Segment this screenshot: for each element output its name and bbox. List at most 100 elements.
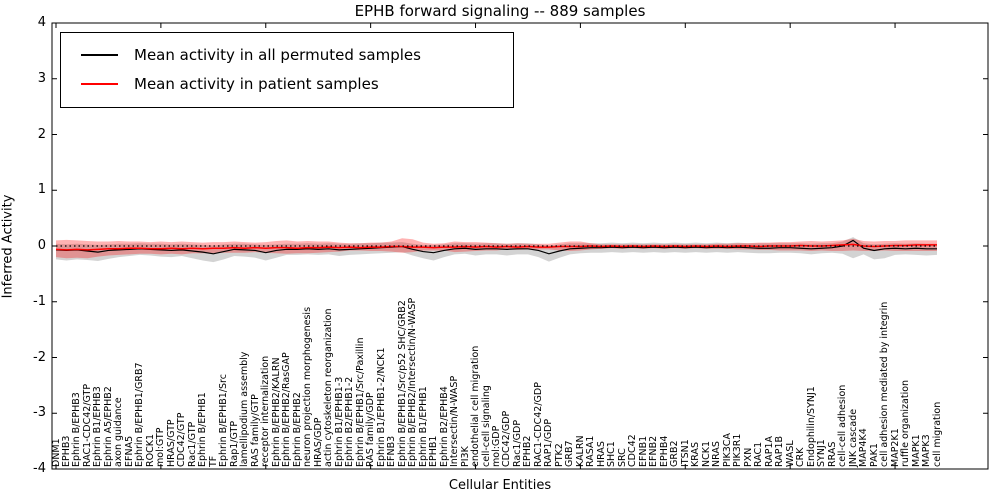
x-category-label: KRAS	[690, 442, 702, 467]
x-category-label: cell adhesion mediated by integrin	[879, 301, 891, 467]
y-tick-label: 4	[37, 15, 46, 30]
mean-line	[55, 239, 937, 255]
y-tick-label: 0	[37, 238, 46, 253]
x-category-label: Ephrin B/EPHB1/Src/p52 SHC/GRB2	[396, 300, 408, 467]
x-category-label: CRK	[795, 447, 807, 467]
x-category-label: lamellipodium assembly	[239, 351, 251, 467]
x-category-label: MAP2K1	[889, 428, 901, 467]
x-category-label: RAC1-CDC42/GDP	[532, 382, 544, 467]
y-tick-label: -4	[33, 461, 46, 476]
patient-line-sample	[81, 82, 118, 85]
x-category-label: CDC42	[627, 434, 639, 467]
x-category-label: ROCK1	[144, 434, 156, 467]
x-category-label: RAS family/GTP	[249, 394, 261, 467]
x-category-label: Intersectin/N-WASP	[449, 375, 461, 467]
x-category-label: cell-cell adhesion	[837, 384, 849, 467]
x-category-label: RAP1A	[763, 436, 775, 467]
x-category-label: ruffle organization	[900, 379, 912, 467]
x-category-label: RAS family/GDP	[365, 392, 377, 467]
y-tick-label: -2	[33, 349, 46, 365]
x-category-label: Ephrin B/EPHB2/RasGAP	[281, 352, 293, 467]
x-category-label: EPHB2	[522, 435, 534, 467]
x-category-label: WASL	[784, 440, 796, 467]
legend-item-permuted: Mean activity in all permuted samples	[61, 40, 513, 69]
x-category-label: neuron projection morphogenesis	[302, 306, 314, 467]
x-category-label: HRAS	[595, 441, 607, 467]
y-tick-label: 3	[37, 70, 46, 86]
x-category-label: Ephrin B/EPHB2/Intersectin/N-WASP	[407, 297, 419, 467]
x-category-label: MAP4K4	[858, 428, 870, 467]
x-category-label: TF	[207, 455, 219, 467]
x-category-label: EFNB1	[637, 435, 649, 467]
x-category-label: Ephrin B1/EPHB1-2/NCK1	[375, 347, 387, 467]
x-category-label: Ephrin B2/EPHB1-2	[344, 376, 356, 467]
x-category-label: RAP1B	[774, 435, 786, 467]
x-category-label: Rac1/GTP	[186, 421, 198, 467]
x-category-label: Ephrin B/EPHB1/Src/Paxillin	[354, 337, 366, 467]
band	[56, 237, 937, 263]
y-tick-label: -3	[33, 405, 46, 421]
permuted-line-sample	[81, 53, 118, 56]
x-category-label: Ephrin B1/EPHB1-3	[333, 376, 345, 467]
x-category-label: PIK3R1	[732, 433, 744, 467]
x-category-label: SRC	[616, 448, 628, 467]
x-category-label: mol:GDP	[491, 425, 502, 467]
x-category-label: CDC42/GTP	[176, 412, 188, 467]
x-category-label: PIK3CA	[721, 433, 733, 467]
x-category-label: Ephrin B/EPHB1/Src	[218, 374, 230, 467]
legend-box: Mean activity in all permuted samples Me…	[60, 32, 514, 108]
legend-item-patient: Mean activity in patient samples	[61, 69, 513, 98]
chart-title: EPHB forward signaling -- 889 samples	[354, 2, 646, 20]
x-category-label: Ephrin B/EPHB1	[197, 392, 209, 467]
y-tick-label: 2	[37, 126, 46, 142]
x-category-label: cell-cell signaling	[480, 385, 492, 467]
x-category-label: actin cytoskeleton reorganization	[323, 308, 335, 467]
x-category-label: EPHB1	[428, 435, 440, 467]
x-category-label: NCK1	[700, 440, 712, 467]
x-category-label: Ephrin B/EPHB1/GRB7	[134, 362, 146, 467]
x-category-label: mol:GTP	[155, 427, 167, 467]
x-category-label: PI3K	[459, 446, 471, 467]
x-category-label: DNM1	[50, 438, 62, 467]
x-category-label: Ephrin B/EPHB3	[71, 392, 83, 467]
x-category-label: endothelial cell migration	[470, 345, 482, 467]
y-tick-label: -1	[33, 293, 46, 309]
x-category-label: RAP1/GDP	[543, 418, 555, 467]
x-category-label: Ephrin B/EPHB2/KALRN	[270, 357, 282, 467]
x-category-label: PXN	[742, 447, 754, 467]
x-category-label: Rac1/GDP	[511, 419, 523, 467]
x-category-label: EFNB2	[648, 435, 660, 467]
x-category-label: Ephrin B1/EPHB3	[92, 386, 104, 467]
x-category-label: RAC1	[753, 441, 765, 467]
x-category-label: SHC1	[606, 441, 618, 467]
x-category-label: EFNA5	[123, 435, 135, 467]
x-category-label: Ephrin B2/EPHB4	[438, 386, 450, 467]
x-category-label: receptor internalization	[260, 355, 272, 467]
x-category-label: RASA1	[585, 435, 597, 467]
y-tick-label: 1	[37, 182, 46, 198]
x-category-label: axon guidance	[113, 397, 125, 467]
x-axis-label: Cellular Entities	[448, 478, 552, 493]
x-category-label: MAPK1	[910, 434, 922, 467]
x-category-label: PTK2	[553, 443, 565, 467]
x-category-label: MAPK3	[921, 434, 932, 467]
x-category-label: EFNB3	[386, 435, 398, 467]
x-category-label: SYNJ1	[816, 439, 828, 467]
x-category-label: PAK1	[868, 443, 880, 467]
x-category-label: GRB7	[564, 440, 576, 467]
x-category-label: Ephrin A5/EPHB2	[102, 386, 114, 467]
x-category-label: Rap1/GTP	[228, 420, 240, 467]
x-category-label: NRAS	[711, 441, 723, 467]
x-category-label: RAC1-CDC42/GTP	[81, 383, 93, 467]
x-category-label: Ephrin B/EPHB2	[291, 392, 303, 467]
x-category-label: Ephrin B1/EPHB1	[417, 386, 429, 467]
x-category-label: HRAS/GDP	[312, 417, 324, 468]
x-category-label: JNK cascade	[847, 408, 859, 467]
x-category-label: KALRN	[574, 435, 586, 467]
x-category-label: ITSN1	[679, 439, 691, 467]
x-category-label: Endophilin/SYNJ1	[805, 386, 817, 467]
x-category-label: GRB2	[669, 440, 681, 467]
x-category-label: EPHB3	[60, 435, 72, 467]
